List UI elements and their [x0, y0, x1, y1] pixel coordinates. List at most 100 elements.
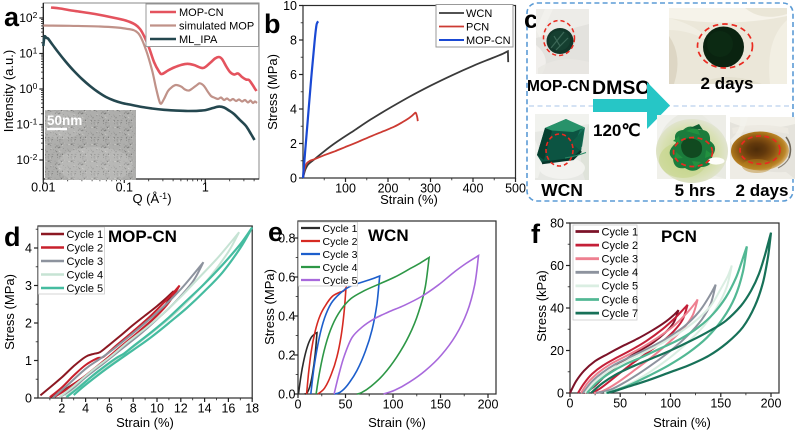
svg-text:200: 200: [761, 397, 782, 411]
svg-text:Strain (%): Strain (%): [380, 192, 438, 207]
svg-text:150: 150: [710, 397, 731, 411]
svg-text:0.2: 0.2: [278, 349, 295, 363]
svg-text:20: 20: [550, 344, 564, 358]
svg-text:10-1: 10-1: [16, 117, 37, 132]
svg-text:MOP-CN: MOP-CN: [179, 7, 224, 19]
svg-text:4: 4: [82, 402, 89, 416]
svg-text:50: 50: [339, 398, 353, 412]
svg-text:Cycle 1: Cycle 1: [323, 223, 358, 235]
svg-text:0: 0: [25, 392, 32, 406]
svg-text:40: 40: [550, 302, 564, 316]
svg-text:MOP-CN: MOP-CN: [527, 78, 590, 95]
svg-text:200: 200: [378, 182, 399, 196]
svg-text:10: 10: [150, 402, 164, 416]
svg-text:10: 10: [283, 0, 297, 13]
svg-text:1: 1: [202, 181, 209, 195]
svg-text:b: b: [264, 9, 281, 39]
svg-text:300: 300: [420, 182, 441, 196]
svg-text:0.1: 0.1: [116, 181, 133, 195]
svg-text:Cycle 2: Cycle 2: [602, 240, 639, 252]
svg-text:4: 4: [25, 242, 32, 256]
svg-text:MOP-CN: MOP-CN: [108, 227, 177, 246]
svg-text:Cycle 4: Cycle 4: [67, 269, 104, 281]
svg-text:Cycle 2: Cycle 2: [67, 242, 104, 254]
svg-text:Cycle 3: Cycle 3: [323, 249, 358, 261]
svg-text:Cycle 3: Cycle 3: [602, 254, 639, 266]
svg-text:101: 101: [19, 46, 37, 61]
svg-text:6: 6: [106, 402, 113, 416]
svg-text:0: 0: [295, 398, 302, 412]
svg-text:0.0: 0.0: [278, 388, 295, 402]
svg-text:100: 100: [660, 397, 681, 411]
svg-text:Cycle 5: Cycle 5: [602, 281, 639, 293]
svg-text:Cycle 7: Cycle 7: [602, 308, 639, 320]
svg-text:simulated MOP: simulated MOP: [179, 21, 254, 33]
svg-text:WCN: WCN: [541, 180, 583, 200]
svg-text:Strain (%): Strain (%): [368, 415, 426, 430]
svg-text:2 days: 2 days: [701, 74, 754, 93]
svg-text:100: 100: [19, 81, 37, 96]
svg-text:WCN: WCN: [368, 226, 409, 245]
svg-text:PCN: PCN: [661, 227, 697, 246]
svg-text:ML_IPA: ML_IPA: [179, 34, 218, 46]
svg-text:c: c: [524, 6, 538, 34]
svg-text:5 hrs: 5 hrs: [675, 181, 716, 200]
svg-text:500: 500: [505, 182, 526, 196]
svg-text:0.6: 0.6: [278, 271, 295, 285]
svg-text:16: 16: [221, 402, 235, 416]
svg-text:100: 100: [335, 182, 356, 196]
svg-text:Cycle 2: Cycle 2: [323, 236, 358, 248]
svg-text:Cycle 4: Cycle 4: [323, 262, 358, 274]
svg-text:1: 1: [25, 354, 32, 368]
svg-text:120℃: 120℃: [593, 121, 640, 140]
svg-text:Cycle 5: Cycle 5: [67, 283, 104, 295]
svg-text:102: 102: [19, 10, 37, 25]
svg-text:DMSO: DMSO: [592, 77, 651, 99]
svg-text:Cycle 1: Cycle 1: [602, 226, 639, 238]
svg-text:Stress (kPa): Stress (kPa): [534, 270, 549, 342]
svg-text:8: 8: [130, 402, 137, 416]
svg-text:0: 0: [557, 387, 564, 401]
svg-text:Strain (%): Strain (%): [116, 415, 174, 430]
svg-text:12: 12: [174, 402, 188, 416]
svg-text:WCN: WCN: [466, 8, 492, 20]
svg-text:0.4: 0.4: [278, 310, 295, 324]
svg-text:Cycle 3: Cycle 3: [67, 256, 104, 268]
svg-text:2: 2: [25, 317, 32, 331]
svg-text:Cycle 4: Cycle 4: [602, 267, 639, 279]
svg-text:Stress (MPa): Stress (MPa): [2, 274, 17, 350]
svg-text:0.01: 0.01: [31, 181, 55, 195]
svg-text:0: 0: [567, 397, 574, 411]
svg-text:80: 80: [550, 217, 564, 231]
svg-text:Intensity (a.u.): Intensity (a.u.): [1, 50, 16, 132]
svg-text:Cycle 6: Cycle 6: [602, 294, 639, 306]
svg-text:2 days: 2 days: [736, 181, 789, 200]
svg-text:8: 8: [290, 34, 297, 48]
svg-text:MOP-CN: MOP-CN: [466, 35, 511, 47]
svg-text:400: 400: [463, 182, 484, 196]
svg-text:a: a: [4, 2, 20, 32]
svg-text:50nm: 50nm: [47, 113, 82, 128]
svg-text:10-2: 10-2: [16, 152, 37, 167]
svg-text:e: e: [268, 217, 283, 247]
svg-text:Cycle 1: Cycle 1: [67, 229, 104, 241]
svg-text:100: 100: [383, 398, 404, 412]
svg-text:6: 6: [290, 68, 297, 82]
svg-text:14: 14: [198, 402, 212, 416]
svg-text:Cycle 5: Cycle 5: [323, 275, 358, 287]
svg-text:150: 150: [430, 398, 451, 412]
svg-text:Q (Å-1): Q (Å-1): [132, 191, 171, 206]
svg-text:3: 3: [25, 279, 32, 293]
svg-text:50: 50: [613, 397, 627, 411]
svg-text:0: 0: [290, 172, 297, 186]
svg-text:2: 2: [290, 137, 297, 151]
svg-text:Strain (%): Strain (%): [653, 415, 711, 430]
svg-text:PCN: PCN: [466, 22, 489, 34]
svg-text:Stress (MPa): Stress (MPa): [262, 269, 277, 345]
svg-text:d: d: [4, 222, 21, 252]
svg-text:200: 200: [478, 398, 499, 412]
svg-text:Stress (MPa): Stress (MPa): [265, 54, 280, 130]
svg-text:0.8: 0.8: [278, 232, 295, 246]
svg-text:2: 2: [58, 402, 65, 416]
svg-text:f: f: [531, 219, 541, 249]
